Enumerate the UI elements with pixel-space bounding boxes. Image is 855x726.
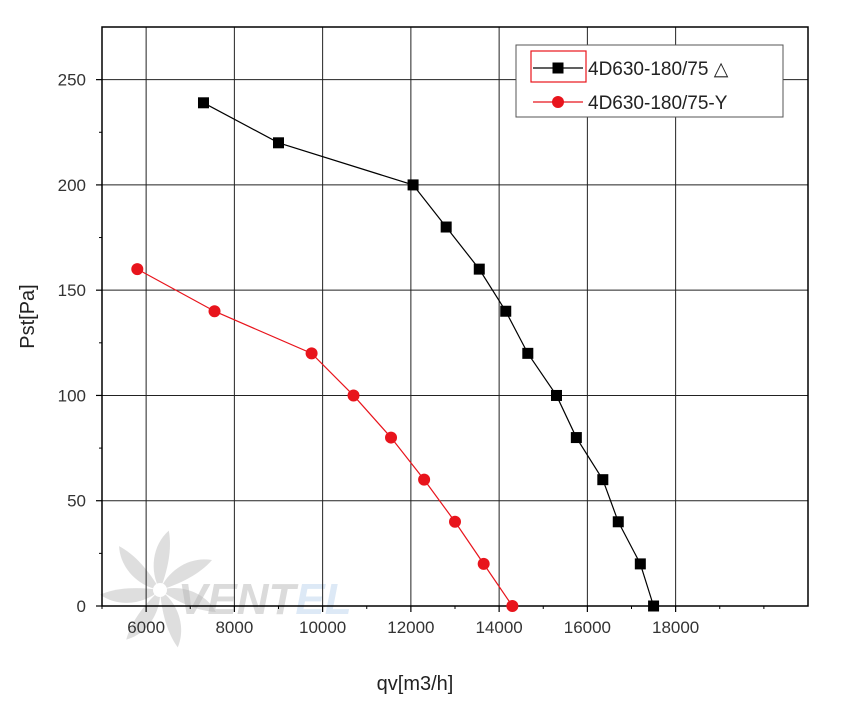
y-tick-label: 150: [58, 281, 86, 300]
y-axis-title: Pst[Pa]: [17, 284, 39, 348]
series-layer: [131, 97, 660, 612]
data-point: [208, 305, 221, 318]
x-tick-labels: 6000 8000 10000 12000 14000 16000 18000: [127, 618, 699, 637]
data-point: [385, 431, 398, 444]
x-tick-label: 12000: [387, 618, 434, 637]
legend-marker: [552, 96, 564, 108]
fan-hub: [153, 583, 167, 597]
data-point: [477, 557, 490, 570]
fan-blade: [119, 546, 160, 590]
legend-highlight: [530, 50, 587, 83]
data-point: [597, 474, 609, 486]
x-tick-label: 18000: [652, 618, 699, 637]
tick-marks: [96, 79, 765, 612]
y-tick-label: 200: [58, 176, 86, 195]
series-2: [131, 263, 519, 612]
data-point: [506, 600, 519, 612]
x-tick-label: 10000: [299, 618, 346, 637]
watermark-part: EL: [295, 575, 351, 624]
y-tick-label: 100: [58, 386, 86, 405]
x-tick-label: 8000: [215, 618, 253, 637]
data-point: [131, 263, 144, 276]
fan-blade: [160, 559, 212, 590]
fan-blade: [153, 530, 170, 590]
data-point: [347, 389, 360, 402]
y-tick-label: 250: [58, 71, 86, 90]
data-point: [440, 221, 452, 233]
fan-icon: [100, 530, 216, 648]
data-point: [197, 97, 209, 109]
grid: [102, 27, 808, 606]
data-point: [273, 137, 284, 149]
data-point: [612, 516, 624, 528]
watermark-lettering: VENTEL: [178, 575, 352, 624]
y-tick-labels: 0 50 100 150 200 250: [58, 71, 86, 616]
legend: 4D630-180/75 △ 4D630-180/75-Y: [515, 44, 784, 118]
data-point: [500, 305, 512, 317]
data-point: [305, 347, 318, 360]
data-point: [570, 432, 582, 444]
data-point: [449, 515, 461, 528]
legend-marker: [552, 62, 564, 74]
x-tick-label: 6000: [127, 618, 165, 637]
series-line: [137, 268, 513, 607]
series-1: [197, 97, 660, 612]
data-point: [648, 600, 660, 612]
data-point: [473, 263, 485, 275]
x-tick-label: 16000: [564, 618, 611, 637]
x-tick-label: 14000: [475, 618, 522, 637]
data-point: [634, 558, 646, 570]
series-line: [203, 102, 655, 607]
data-point: [418, 473, 431, 486]
y-tick-label: 50: [67, 492, 86, 511]
data-point: [407, 179, 419, 191]
fan-blade: [126, 590, 161, 640]
watermark: VENTEL: [100, 530, 352, 648]
x-axis-title: qv[m3/h]: [377, 673, 454, 695]
data-point: [550, 389, 562, 401]
data-point: [522, 347, 534, 359]
legend-label: 4D630-180/75-Y: [588, 93, 728, 114]
y-tick-label: 0: [77, 597, 86, 616]
watermark-part: VENT: [178, 575, 298, 624]
legend-label: 4D630-180/75 △: [588, 59, 729, 80]
fan-blade: [160, 590, 182, 648]
fan-blade: [100, 588, 160, 603]
